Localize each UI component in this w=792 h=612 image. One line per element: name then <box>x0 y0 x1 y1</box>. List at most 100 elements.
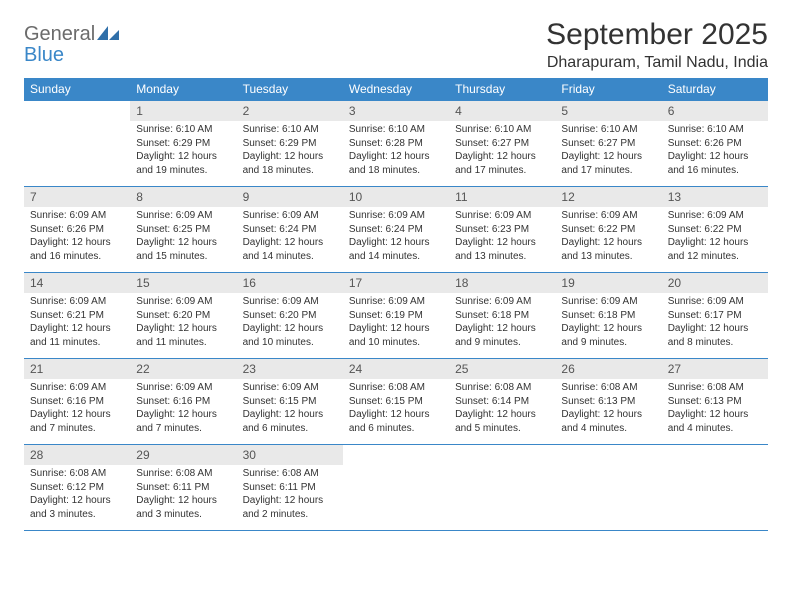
calendar-cell: 16Sunrise: 6:09 AMSunset: 6:20 PMDayligh… <box>237 273 343 359</box>
sunrise-text: Sunrise: 6:09 AM <box>30 209 124 223</box>
logo: General Blue <box>24 24 119 66</box>
sunrise-text: Sunrise: 6:10 AM <box>561 123 655 137</box>
sunset-text: Sunset: 6:18 PM <box>455 309 549 323</box>
calendar-cell: 29Sunrise: 6:08 AMSunset: 6:11 PMDayligh… <box>130 445 236 531</box>
daylight-text: Daylight: 12 hours and 7 minutes. <box>30 408 124 435</box>
day-details: Sunrise: 6:09 AMSunset: 6:24 PMDaylight:… <box>237 207 343 267</box>
sunrise-text: Sunrise: 6:09 AM <box>30 295 124 309</box>
daylight-text: Daylight: 12 hours and 4 minutes. <box>561 408 655 435</box>
day-details: Sunrise: 6:09 AMSunset: 6:16 PMDaylight:… <box>130 379 236 439</box>
sunset-text: Sunset: 6:13 PM <box>561 395 655 409</box>
weekday-header: Friday <box>555 78 661 101</box>
daylight-text: Daylight: 12 hours and 8 minutes. <box>668 322 762 349</box>
day-number: 27 <box>662 359 768 379</box>
title-block: September 2025 Dharapuram, Tamil Nadu, I… <box>546 18 768 72</box>
day-details: Sunrise: 6:09 AMSunset: 6:20 PMDaylight:… <box>237 293 343 353</box>
sunset-text: Sunset: 6:15 PM <box>243 395 337 409</box>
calendar-cell: 9Sunrise: 6:09 AMSunset: 6:24 PMDaylight… <box>237 187 343 273</box>
daylight-text: Daylight: 12 hours and 19 minutes. <box>136 150 230 177</box>
calendar-cell: 3Sunrise: 6:10 AMSunset: 6:28 PMDaylight… <box>343 101 449 187</box>
daylight-text: Daylight: 12 hours and 3 minutes. <box>136 494 230 521</box>
sunrise-text: Sunrise: 6:08 AM <box>561 381 655 395</box>
calendar-cell <box>555 445 661 531</box>
daylight-text: Daylight: 12 hours and 17 minutes. <box>561 150 655 177</box>
day-details: Sunrise: 6:08 AMSunset: 6:12 PMDaylight:… <box>24 465 130 525</box>
day-number: 25 <box>449 359 555 379</box>
day-details: Sunrise: 6:09 AMSunset: 6:19 PMDaylight:… <box>343 293 449 353</box>
sunrise-text: Sunrise: 6:09 AM <box>136 381 230 395</box>
day-details: Sunrise: 6:09 AMSunset: 6:25 PMDaylight:… <box>130 207 236 267</box>
weekday-header: Monday <box>130 78 236 101</box>
logo-text-blue: Blue <box>24 44 64 66</box>
sunset-text: Sunset: 6:19 PM <box>349 309 443 323</box>
sunset-text: Sunset: 6:23 PM <box>455 223 549 237</box>
sunset-text: Sunset: 6:27 PM <box>561 137 655 151</box>
day-details: Sunrise: 6:08 AMSunset: 6:11 PMDaylight:… <box>237 465 343 525</box>
calendar-cell: 21Sunrise: 6:09 AMSunset: 6:16 PMDayligh… <box>24 359 130 445</box>
day-details: Sunrise: 6:10 AMSunset: 6:29 PMDaylight:… <box>237 121 343 181</box>
sunset-text: Sunset: 6:20 PM <box>136 309 230 323</box>
day-details: Sunrise: 6:09 AMSunset: 6:17 PMDaylight:… <box>662 293 768 353</box>
day-details: Sunrise: 6:09 AMSunset: 6:18 PMDaylight:… <box>449 293 555 353</box>
day-details: Sunrise: 6:09 AMSunset: 6:21 PMDaylight:… <box>24 293 130 353</box>
sunset-text: Sunset: 6:11 PM <box>243 481 337 495</box>
daylight-text: Daylight: 12 hours and 7 minutes. <box>136 408 230 435</box>
sunset-text: Sunset: 6:15 PM <box>349 395 443 409</box>
day-number: 2 <box>237 101 343 121</box>
day-number: 1 <box>130 101 236 121</box>
daylight-text: Daylight: 12 hours and 18 minutes. <box>349 150 443 177</box>
sunset-text: Sunset: 6:26 PM <box>30 223 124 237</box>
day-number: 4 <box>449 101 555 121</box>
calendar-cell: 12Sunrise: 6:09 AMSunset: 6:22 PMDayligh… <box>555 187 661 273</box>
day-number: 19 <box>555 273 661 293</box>
daylight-text: Daylight: 12 hours and 4 minutes. <box>668 408 762 435</box>
day-number: 12 <box>555 187 661 207</box>
day-details: Sunrise: 6:10 AMSunset: 6:27 PMDaylight:… <box>449 121 555 181</box>
calendar-cell: 23Sunrise: 6:09 AMSunset: 6:15 PMDayligh… <box>237 359 343 445</box>
daylight-text: Daylight: 12 hours and 3 minutes. <box>30 494 124 521</box>
daylight-text: Daylight: 12 hours and 6 minutes. <box>349 408 443 435</box>
sunset-text: Sunset: 6:25 PM <box>136 223 230 237</box>
calendar-cell: 25Sunrise: 6:08 AMSunset: 6:14 PMDayligh… <box>449 359 555 445</box>
day-number: 18 <box>449 273 555 293</box>
day-number: 14 <box>24 273 130 293</box>
sunset-text: Sunset: 6:16 PM <box>136 395 230 409</box>
sunset-text: Sunset: 6:26 PM <box>668 137 762 151</box>
daylight-text: Daylight: 12 hours and 13 minutes. <box>455 236 549 263</box>
sunrise-text: Sunrise: 6:09 AM <box>30 381 124 395</box>
sunrise-text: Sunrise: 6:08 AM <box>455 381 549 395</box>
calendar-cell: 26Sunrise: 6:08 AMSunset: 6:13 PMDayligh… <box>555 359 661 445</box>
location-label: Dharapuram, Tamil Nadu, India <box>546 54 768 72</box>
sunrise-text: Sunrise: 6:09 AM <box>455 295 549 309</box>
daylight-text: Daylight: 12 hours and 10 minutes. <box>349 322 443 349</box>
day-number: 7 <box>24 187 130 207</box>
sunset-text: Sunset: 6:14 PM <box>455 395 549 409</box>
sunset-text: Sunset: 6:12 PM <box>30 481 124 495</box>
sunset-text: Sunset: 6:17 PM <box>668 309 762 323</box>
day-details: Sunrise: 6:08 AMSunset: 6:13 PMDaylight:… <box>555 379 661 439</box>
daylight-text: Daylight: 12 hours and 14 minutes. <box>349 236 443 263</box>
day-details: Sunrise: 6:09 AMSunset: 6:22 PMDaylight:… <box>662 207 768 267</box>
calendar-cell: 15Sunrise: 6:09 AMSunset: 6:20 PMDayligh… <box>130 273 236 359</box>
day-details: Sunrise: 6:10 AMSunset: 6:28 PMDaylight:… <box>343 121 449 181</box>
daylight-text: Daylight: 12 hours and 11 minutes. <box>30 322 124 349</box>
sunrise-text: Sunrise: 6:09 AM <box>243 295 337 309</box>
day-number: 28 <box>24 445 130 465</box>
day-number: 22 <box>130 359 236 379</box>
sunrise-text: Sunrise: 6:09 AM <box>668 209 762 223</box>
calendar-cell: 1Sunrise: 6:10 AMSunset: 6:29 PMDaylight… <box>130 101 236 187</box>
day-number: 23 <box>237 359 343 379</box>
sunrise-text: Sunrise: 6:08 AM <box>243 467 337 481</box>
calendar-cell: 18Sunrise: 6:09 AMSunset: 6:18 PMDayligh… <box>449 273 555 359</box>
logo-sail-icon <box>97 26 119 45</box>
day-number: 30 <box>237 445 343 465</box>
calendar-cell: 10Sunrise: 6:09 AMSunset: 6:24 PMDayligh… <box>343 187 449 273</box>
daylight-text: Daylight: 12 hours and 9 minutes. <box>455 322 549 349</box>
day-details: Sunrise: 6:10 AMSunset: 6:29 PMDaylight:… <box>130 121 236 181</box>
sunrise-text: Sunrise: 6:09 AM <box>561 209 655 223</box>
daylight-text: Daylight: 12 hours and 16 minutes. <box>668 150 762 177</box>
sunset-text: Sunset: 6:11 PM <box>136 481 230 495</box>
day-number: 17 <box>343 273 449 293</box>
calendar-cell: 14Sunrise: 6:09 AMSunset: 6:21 PMDayligh… <box>24 273 130 359</box>
calendar-cell: 2Sunrise: 6:10 AMSunset: 6:29 PMDaylight… <box>237 101 343 187</box>
